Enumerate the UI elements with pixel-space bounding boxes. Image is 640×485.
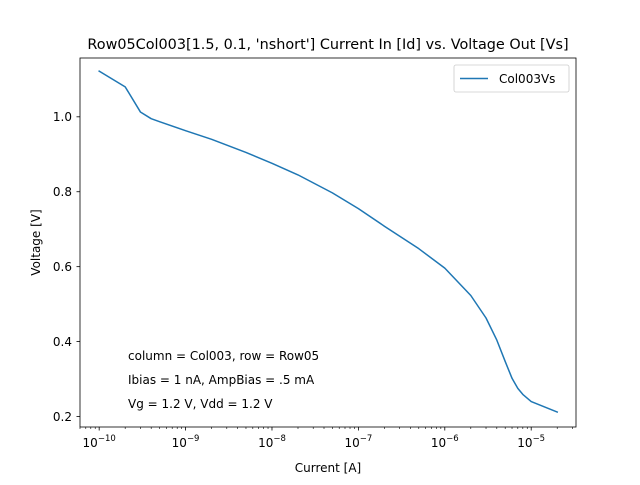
chart-title: Row05Col003[1.5, 0.1, 'nshort'] Current … <box>87 37 568 53</box>
plot-area <box>79 57 577 428</box>
y-tick-label: 0.8 <box>53 185 72 199</box>
annotation-line-2: Ibias = 1 nA, AmpBias = .5 mA <box>128 373 315 387</box>
y-tick-label: 0.4 <box>53 335 72 349</box>
series-layer <box>98 70 559 413</box>
y-tick-label: 0.2 <box>53 410 72 424</box>
series-line-col003vs <box>98 70 559 413</box>
axes-background <box>80 58 576 427</box>
legend: Col003Vs <box>453 64 570 93</box>
legend-label-col003vs: Col003Vs <box>499 72 555 86</box>
annotation-line-1: column = Col003, row = Row05 <box>128 349 319 363</box>
y-axis: 0.2 0.4 0.6 0.8 1.0 <box>53 110 80 424</box>
axes-frame <box>79 57 577 428</box>
y-axis-label: Voltage [V] <box>29 209 43 275</box>
annotation-line-3: Vg = 1.2 V, Vdd = 1.2 V <box>128 397 273 411</box>
x-axis-label: Current [A] <box>295 461 361 475</box>
legend-box <box>453 64 570 93</box>
y-tick-label: 0.6 <box>53 260 72 274</box>
annotations: column = Col003, row = Row05 Ibias = 1 n… <box>128 349 319 411</box>
y-tick-label: 1.0 <box>53 110 72 124</box>
